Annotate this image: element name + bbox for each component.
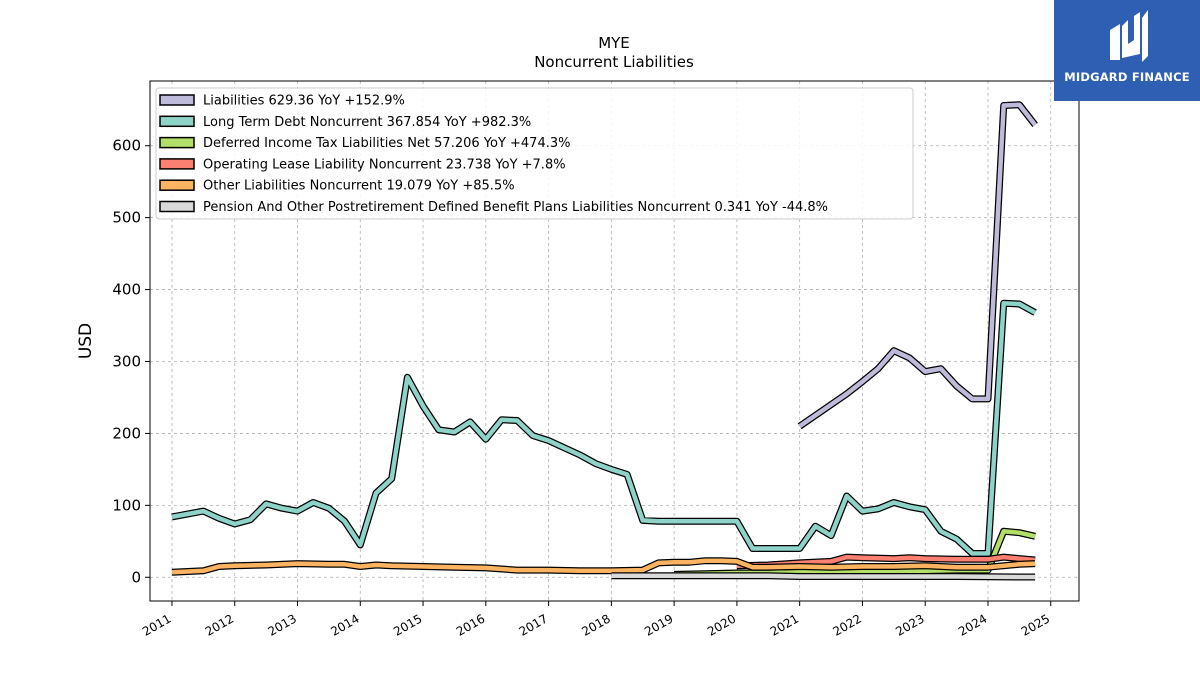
x-tick-label: 2022 bbox=[830, 611, 863, 638]
x-tick-label: 2020 bbox=[705, 611, 738, 638]
y-tick-label: 600 bbox=[112, 137, 141, 155]
y-tick-label: 200 bbox=[112, 424, 141, 442]
legend-entry: Operating Lease Liability Noncurrent 23.… bbox=[203, 157, 566, 172]
series-line-fill bbox=[171, 558, 1036, 575]
series-line-fill bbox=[798, 102, 1037, 429]
y-tick-label: 500 bbox=[112, 209, 141, 227]
legend-entry: Pension And Other Postretirement Defined… bbox=[203, 200, 828, 215]
y-axis: 0 100 200 300 400 500 600 bbox=[112, 137, 150, 586]
y-axis-label: USD bbox=[76, 323, 96, 359]
series-line-5 bbox=[611, 572, 1036, 581]
chart-subtitle: Noncurrent Liabilities bbox=[534, 53, 694, 71]
x-tick-label: 2012 bbox=[203, 611, 236, 638]
y-tick-label: 100 bbox=[112, 496, 141, 514]
x-tick-label: 2021 bbox=[768, 611, 801, 638]
plot-frame bbox=[149, 80, 1080, 602]
chart-title: MYE bbox=[598, 34, 630, 52]
series-layer bbox=[171, 101, 1038, 581]
series-line-outline bbox=[171, 299, 1037, 557]
x-tick-label: 2025 bbox=[1019, 611, 1052, 638]
legend-swatch bbox=[159, 94, 195, 106]
legend-entry: Deferred Income Tax Liabilities Net 57.2… bbox=[203, 136, 571, 151]
series-line-fill bbox=[611, 573, 1036, 580]
x-tick-label: 2018 bbox=[579, 611, 612, 638]
x-tick-label: 2024 bbox=[956, 611, 989, 638]
x-tick-label: 2014 bbox=[328, 611, 361, 638]
series-line-4 bbox=[171, 557, 1036, 576]
x-tick-label: 2023 bbox=[893, 611, 926, 638]
x-tick-label: 2016 bbox=[454, 611, 487, 638]
midgard-logo-icon bbox=[1110, 10, 1148, 62]
midgard-logo: MIDGARD FINANCE bbox=[1054, 0, 1200, 101]
y-tick-label: 300 bbox=[112, 352, 141, 370]
legend-swatch bbox=[159, 179, 195, 191]
series-line-fill bbox=[736, 554, 1036, 569]
legend-entry: Liabilities 629.36 YoY +152.9% bbox=[203, 94, 405, 109]
legend-entry: Other Liabilities Noncurrent 19.079 YoY … bbox=[203, 179, 515, 194]
logo-text: MIDGARD FINANCE bbox=[1064, 70, 1190, 84]
series-line-1 bbox=[171, 299, 1037, 557]
legend-box bbox=[155, 87, 914, 220]
x-tick-label: 2011 bbox=[140, 611, 173, 638]
legend-swatch bbox=[159, 136, 195, 149]
legend-entry: Long Term Debt Noncurrent 367.854 YoY +9… bbox=[203, 115, 531, 130]
legend-swatch bbox=[159, 200, 195, 213]
x-tick-label: 2015 bbox=[391, 611, 424, 638]
x-tick-label: 2013 bbox=[266, 611, 299, 638]
legend-swatch bbox=[159, 115, 195, 128]
y-tick-label: 0 bbox=[131, 568, 141, 586]
series-line-fill bbox=[171, 300, 1037, 556]
legend: Liabilities 629.36 YoY +152.9% Long Term … bbox=[155, 87, 914, 220]
legend-swatch bbox=[159, 158, 195, 170]
series-line-0 bbox=[797, 101, 1038, 430]
x-axis: 2011 2012 2013 2014 2015 2016 2017 2018 2019 2020… bbox=[140, 601, 1052, 639]
series-line-3 bbox=[736, 553, 1036, 570]
x-tick-label: 2019 bbox=[642, 611, 675, 638]
y-tick-label: 400 bbox=[112, 281, 141, 299]
x-tick-label: 2017 bbox=[517, 611, 550, 638]
